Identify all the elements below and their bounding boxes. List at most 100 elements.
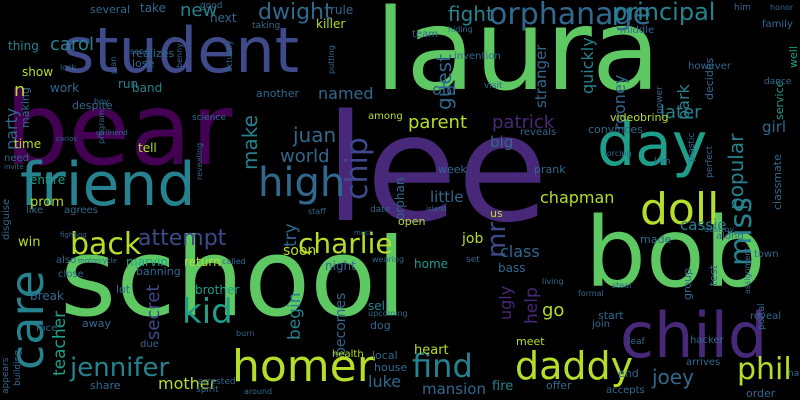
word: good xyxy=(200,1,223,11)
word: formal xyxy=(578,289,604,298)
word: appears xyxy=(1,357,11,394)
word: agrees xyxy=(64,205,98,216)
word: disguise xyxy=(1,198,12,240)
word: teacher xyxy=(50,310,70,376)
word: chip xyxy=(340,137,375,200)
word: boy xyxy=(94,97,109,106)
word: job xyxy=(462,231,484,247)
word: chapman xyxy=(540,188,615,207)
word: patrick xyxy=(492,112,555,133)
word: daddy xyxy=(515,344,634,388)
word: family xyxy=(762,19,793,30)
word: entire xyxy=(30,173,66,187)
word: charlie xyxy=(298,227,393,260)
word: however xyxy=(688,61,731,72)
word: brother xyxy=(195,283,240,297)
word: home xyxy=(414,257,449,271)
word: popular xyxy=(724,133,748,210)
word: girlfriend xyxy=(96,129,128,137)
word: burn xyxy=(236,329,255,338)
word: lock xyxy=(60,63,77,72)
word: park xyxy=(674,84,693,120)
word: benny xyxy=(175,43,184,68)
word: end xyxy=(618,367,639,380)
word: date xyxy=(370,205,391,215)
word: middle xyxy=(620,25,655,36)
word: arrives xyxy=(686,357,721,368)
word: becomes xyxy=(333,292,349,356)
word: orphanage xyxy=(489,0,652,32)
word: take xyxy=(140,1,166,15)
word: accepts xyxy=(606,385,645,396)
word: fire xyxy=(492,379,514,394)
word: portal xyxy=(757,303,767,330)
word: friend xyxy=(20,150,196,220)
word: plastic xyxy=(687,132,697,162)
word: invite xyxy=(4,163,24,171)
word: staff xyxy=(308,207,326,216)
word: assignment xyxy=(743,247,752,294)
word: living xyxy=(542,277,564,286)
word: away xyxy=(82,317,111,330)
word: principal xyxy=(612,0,716,26)
word: killer xyxy=(316,17,346,31)
word: him xyxy=(734,3,751,13)
word: despite xyxy=(72,99,113,112)
word: cassie xyxy=(680,216,727,234)
word: joey xyxy=(652,365,694,389)
word: made xyxy=(640,233,672,246)
word: run xyxy=(118,77,139,91)
word: break xyxy=(30,289,64,303)
word: stranger xyxy=(532,44,550,108)
word: next xyxy=(210,11,237,25)
word: reveals xyxy=(520,127,557,138)
word: plan xyxy=(109,56,118,74)
word: honor xyxy=(770,3,794,12)
word: phil xyxy=(737,352,792,387)
word: well xyxy=(787,46,800,68)
word: power xyxy=(655,86,665,114)
word: back xyxy=(70,227,142,262)
word: jennifer xyxy=(70,353,170,383)
word: program xyxy=(97,109,106,144)
word: steal xyxy=(612,281,632,290)
word: close xyxy=(58,269,84,280)
word: kid xyxy=(182,292,233,332)
word: dog xyxy=(370,319,391,332)
word: win xyxy=(18,235,41,250)
word: face xyxy=(36,323,58,334)
word: science xyxy=(192,113,226,123)
word: invention xyxy=(454,51,501,62)
word: order xyxy=(746,387,776,400)
word: house xyxy=(374,361,408,374)
word: big xyxy=(490,133,514,151)
word: n xyxy=(14,80,26,101)
word: week xyxy=(438,163,467,176)
word: lee xyxy=(325,83,549,255)
word: mansion xyxy=(422,380,486,398)
word: due xyxy=(140,339,159,350)
word: bear xyxy=(5,71,233,188)
word: return xyxy=(184,255,221,269)
word: go xyxy=(542,300,565,321)
word: local xyxy=(372,349,398,362)
word: health xyxy=(332,349,364,360)
word: town xyxy=(754,249,779,260)
word: bob xyxy=(585,197,766,309)
word: hat xyxy=(788,369,800,379)
word: carol xyxy=(50,34,94,55)
word: group xyxy=(681,268,694,300)
word: putting xyxy=(327,45,336,74)
word: parent xyxy=(408,112,468,133)
word: offer xyxy=(546,379,572,392)
word: island xyxy=(426,205,447,213)
word: fight xyxy=(448,2,494,26)
word: share xyxy=(90,379,121,392)
word: hiding xyxy=(448,25,473,34)
word: bring xyxy=(640,111,669,124)
word: motorcycle xyxy=(78,257,117,265)
word: school xyxy=(60,216,407,341)
word: doll xyxy=(640,184,720,235)
word: begin xyxy=(285,292,305,340)
word: much xyxy=(354,229,374,237)
